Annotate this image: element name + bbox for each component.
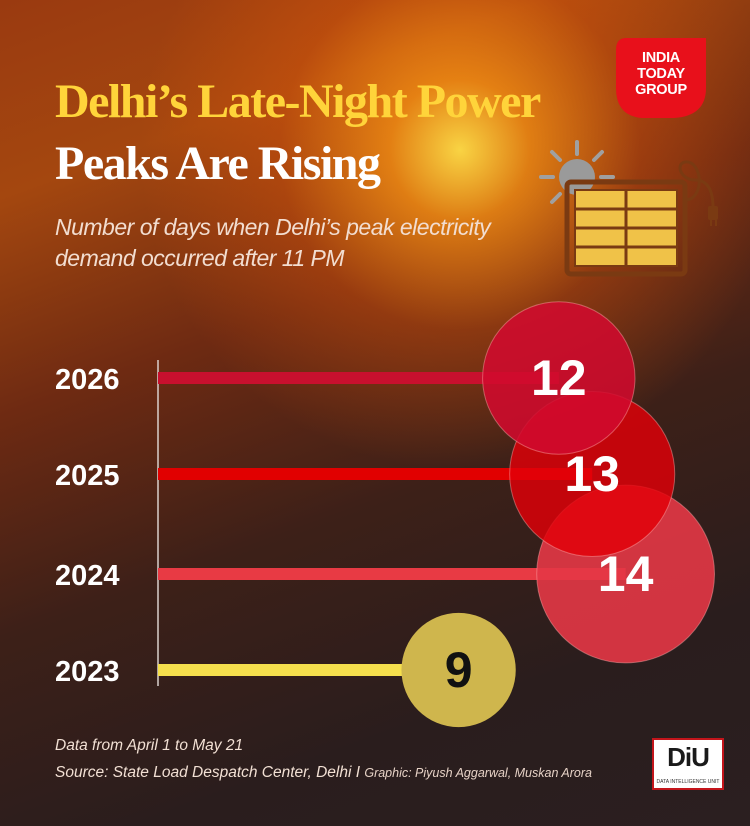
diu-subtitle: DATA INTELLIGENCE UNIT (656, 779, 720, 785)
bar (158, 568, 626, 580)
logo-text-today: TODAY (637, 66, 685, 82)
data-label: 12 (531, 350, 587, 406)
logo-text-india: INDIA (642, 50, 680, 66)
bar (158, 664, 459, 676)
category-label: 2025 (55, 460, 120, 492)
source-line: Source: State Load Despatch Center, Delh… (55, 764, 592, 782)
value-bubble (401, 612, 516, 728)
category-label: 2026 (55, 364, 120, 396)
value-bubble (482, 301, 636, 455)
data-label: 14 (598, 546, 654, 602)
diu-badge: DiU DATA INTELLIGENCE UNIT (652, 738, 724, 790)
india-today-group-logo: INDIA TODAY GROUP (612, 32, 710, 122)
title-line-1: Delhi’s Late-Night Power (55, 75, 541, 128)
bar (158, 372, 559, 384)
title-line-2: Peaks Are Rising (55, 137, 381, 190)
category-label: 2024 (55, 560, 120, 592)
graphic-credit: Graphic: Piyush Aggarwal, Muskan Arora (364, 766, 592, 780)
bar (158, 468, 593, 480)
logo-badge-icon (616, 38, 706, 118)
logo-text-group: GROUP (635, 82, 687, 98)
subtitle: Number of days when Delhi’s peak electri… (55, 214, 491, 271)
diu-mark: DiU (667, 742, 710, 772)
category-label: 2023 (55, 656, 120, 688)
data-label: 9 (445, 642, 473, 698)
data-note: Data from April 1 to May 21 (55, 737, 244, 754)
source-text: Source: State Load Despatch Center, Delh… (55, 764, 352, 781)
source-separator: I (355, 764, 361, 781)
sun-solar-panel-icon (535, 140, 735, 280)
data-label: 13 (564, 446, 620, 502)
